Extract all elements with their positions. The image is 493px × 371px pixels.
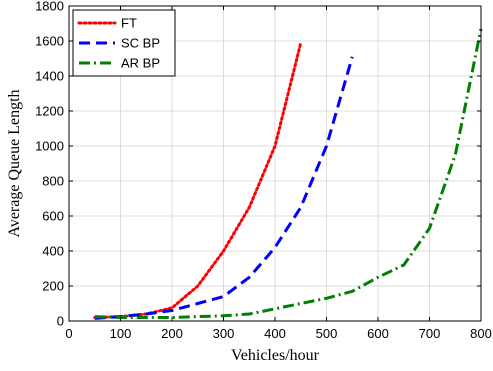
series-line-1 [93,41,303,319]
x-axis-title: Vehicles/hour [231,347,320,364]
y-tick-label: 1800 [35,0,64,14]
legend: FT SC BP AR BP [72,9,176,77]
y-axis-title: Average Queue Length [6,89,23,237]
y-tick-label: 0 [57,314,64,329]
x-tick-label: 800 [470,326,492,341]
legend-label-3: AR BP [121,56,160,71]
x-tick-label: 600 [367,326,389,341]
series-group [93,28,483,320]
y-tick-label: 1000 [35,139,64,154]
y-tick-label: 1600 [35,34,64,49]
grid [68,5,482,322]
y-tick-label: 600 [42,209,64,224]
series-line-2 [94,56,354,320]
x-tick-label: 0 [65,326,72,341]
legend-label-1: FT [121,16,137,31]
x-tick-label: 700 [419,326,441,341]
x-tick-label: 100 [110,326,132,341]
y-tick-label: 1200 [35,104,64,119]
x-tick-label: 200 [161,326,183,341]
y-tick-label: 1400 [35,69,64,84]
y-tick-label: 200 [42,279,64,294]
x-tick-label: 500 [316,326,338,341]
x-tick-label: 400 [264,326,286,341]
legend-label-2: SC BP [121,36,160,51]
series-line-3 [94,28,483,319]
y-tick-label: 400 [42,244,64,259]
ticks: 0 100 200 300 400 500 600 700 800 0 200 400 600 800 10… [35,0,492,341]
y-tick-label: 800 [42,174,64,189]
x-tick-label: 300 [213,326,235,341]
